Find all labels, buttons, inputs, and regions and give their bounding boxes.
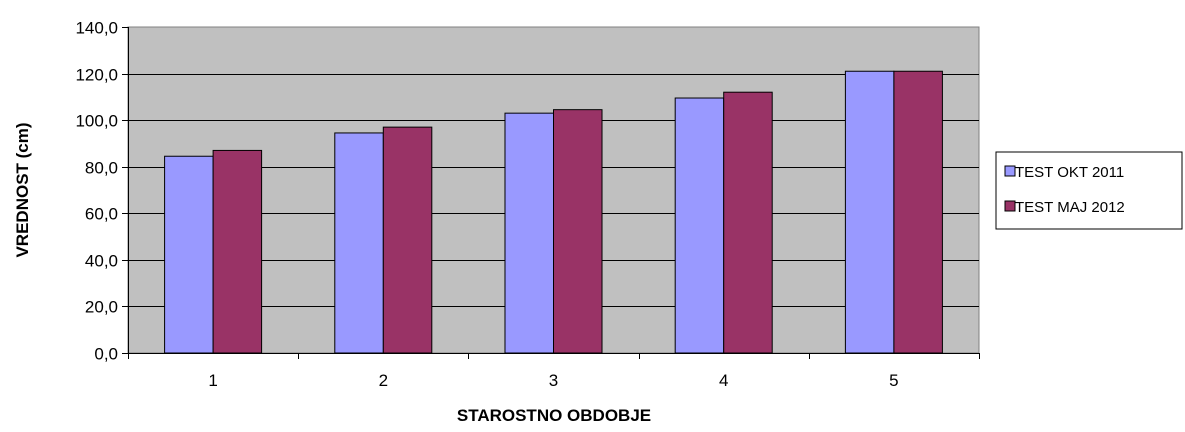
y-tick-label: 20,0 [85, 298, 118, 317]
y-tick-label: 120,0 [75, 66, 118, 85]
y-tick-label: 140,0 [75, 19, 118, 38]
x-tick-label: 5 [889, 371, 898, 390]
legend-box [995, 151, 1183, 230]
legend-label-okt-2011: TEST OKT 2011 [1015, 164, 1124, 181]
y-tick-label: 80,0 [85, 159, 118, 178]
x-tick-label: 2 [379, 371, 388, 390]
bar-okt-2011-5 [844, 70, 895, 354]
x-tick-labels: 1 2 3 4 5 [208, 371, 898, 390]
y-tick-label: 0,0 [94, 345, 118, 364]
legend: TEST OKT 2011 TEST MAJ 2012 [995, 151, 1183, 230]
bar-maj-2012-2 [382, 126, 433, 354]
x-tick-label: 3 [549, 371, 558, 390]
bar-okt-2011-2 [334, 132, 384, 354]
bar-okt-2011-3 [504, 112, 555, 354]
bar-maj-2012-4 [723, 91, 773, 354]
y-tick-label: 40,0 [85, 252, 118, 271]
axes [122, 27, 980, 359]
y-tick-label: 100,0 [75, 112, 118, 131]
x-tick-label: 4 [719, 371, 728, 390]
legend-swatch-okt-2011 [1004, 165, 1016, 177]
y-tick-label: 60,0 [85, 205, 118, 224]
bar-maj-2012-5 [893, 70, 943, 354]
bars [164, 70, 943, 354]
x-axis-title: STAROSTNO OBDOBJE [457, 406, 651, 425]
bar-maj-2012-3 [553, 109, 603, 354]
bar-maj-2012-1 [212, 149, 263, 354]
y-axis-title: VREDNOST (cm) [13, 122, 32, 257]
bar-okt-2011-1 [164, 155, 214, 354]
legend-swatch-maj-2012 [1004, 200, 1016, 212]
x-tick-label: 1 [208, 371, 217, 390]
bar-okt-2011-4 [674, 97, 725, 354]
y-tick-labels: 0,0 20,0 40,0 60,0 80,0 100,0 120,0 140,0 [75, 19, 118, 364]
legend-label-maj-2012: TEST MAJ 2012 [1015, 199, 1125, 216]
